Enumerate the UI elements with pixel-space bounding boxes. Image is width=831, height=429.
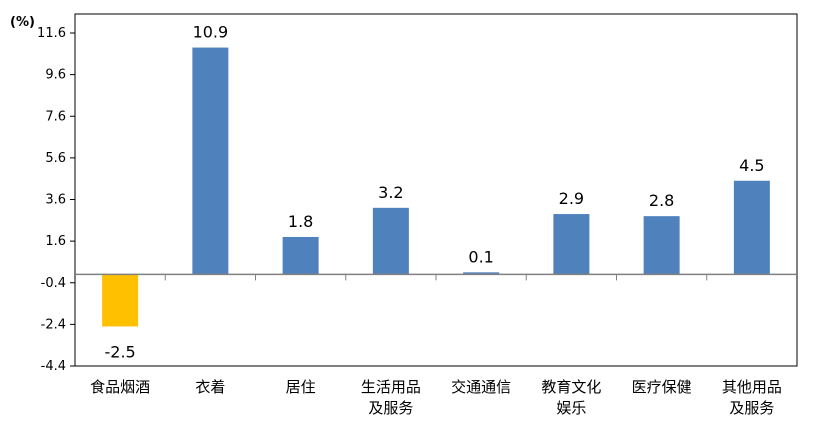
y-unit-label: (%) (10, 15, 35, 30)
x-tick-label: 其他用品 (722, 378, 782, 396)
y-tick-label: 1.6 (45, 234, 66, 249)
data-label: 0.1 (468, 247, 493, 266)
x-tick-label: 衣着 (195, 378, 225, 396)
y-tick-label: -0.4 (41, 276, 66, 291)
data-label: 2.9 (559, 189, 584, 208)
y-tick-label: -4.4 (41, 359, 66, 374)
y-tick-label: 7.6 (45, 109, 66, 124)
x-tick-label: 居住 (286, 378, 316, 396)
bars (102, 47, 770, 327)
data-label: 3.2 (378, 183, 403, 202)
bar (102, 274, 139, 327)
x-tick-label: 教育文化 (541, 378, 601, 396)
x-tick-label: 及服务 (729, 399, 774, 417)
y-tick-label: 9.6 (45, 68, 66, 83)
y-tick-label: 11.6 (37, 26, 66, 41)
x-tick-label: 娱乐 (556, 399, 586, 417)
bar (553, 214, 590, 275)
x-tick-label: 食品烟酒 (90, 378, 150, 396)
y-axis: 11.6 9.6 7.6 5.6 3.6 1.6 -0.4 -2.4 -4.4 (37, 26, 75, 374)
bar (463, 272, 500, 275)
bar (282, 236, 319, 275)
x-tick-label: 生活用品 (361, 378, 421, 396)
bar (733, 180, 770, 275)
x-tick-label: 医疗保健 (632, 378, 692, 396)
y-tick-label: -2.4 (41, 317, 66, 332)
data-label: 2.8 (649, 191, 674, 210)
x-tick-label: 交通通信 (451, 378, 511, 396)
y-tick-label: 3.6 (45, 193, 66, 208)
bar (643, 216, 680, 275)
data-label: 1.8 (288, 212, 313, 231)
y-tick-label: 5.6 (45, 151, 66, 166)
data-labels: -2.5 10.9 1.8 3.2 0.1 2.9 2.8 4.5 (105, 23, 765, 362)
data-label: 10.9 (193, 23, 229, 42)
bar (192, 47, 229, 275)
plot-frame (74, 13, 798, 367)
x-tick-label: 及服务 (368, 399, 413, 417)
baseline-axis (75, 273, 797, 281)
data-label: -2.5 (105, 342, 136, 361)
bar (372, 207, 409, 275)
data-label: 4.5 (739, 156, 764, 175)
